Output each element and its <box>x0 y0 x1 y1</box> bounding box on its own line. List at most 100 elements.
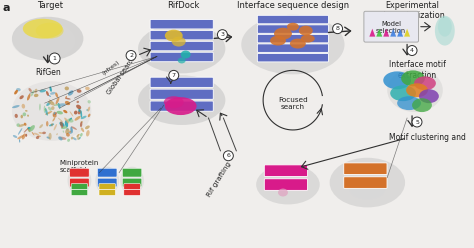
Ellipse shape <box>58 136 63 140</box>
Text: Model
selection: Model selection <box>376 21 406 34</box>
Ellipse shape <box>71 126 77 130</box>
Ellipse shape <box>53 114 56 118</box>
Ellipse shape <box>397 96 421 110</box>
Ellipse shape <box>81 121 83 123</box>
FancyBboxPatch shape <box>150 20 213 29</box>
Circle shape <box>126 51 136 61</box>
Ellipse shape <box>63 130 64 133</box>
Text: 5: 5 <box>415 120 419 124</box>
Ellipse shape <box>390 85 416 101</box>
Ellipse shape <box>349 180 385 199</box>
Ellipse shape <box>49 124 54 126</box>
Ellipse shape <box>58 103 66 106</box>
Ellipse shape <box>23 112 26 116</box>
Ellipse shape <box>12 22 75 60</box>
Text: RifDock: RifDock <box>167 1 200 10</box>
Ellipse shape <box>165 30 182 42</box>
Ellipse shape <box>12 17 83 61</box>
FancyBboxPatch shape <box>150 31 213 40</box>
Ellipse shape <box>49 99 55 104</box>
Ellipse shape <box>25 110 27 112</box>
Ellipse shape <box>387 68 443 112</box>
Ellipse shape <box>56 133 58 135</box>
Ellipse shape <box>77 89 82 93</box>
Ellipse shape <box>51 123 53 126</box>
Ellipse shape <box>290 39 306 49</box>
Ellipse shape <box>32 132 35 135</box>
Ellipse shape <box>64 87 69 90</box>
Ellipse shape <box>36 136 39 139</box>
Text: Motif clustering and: Motif clustering and <box>389 133 465 142</box>
FancyBboxPatch shape <box>257 34 328 43</box>
Ellipse shape <box>74 116 81 121</box>
Ellipse shape <box>85 87 90 90</box>
Ellipse shape <box>34 133 39 135</box>
Ellipse shape <box>39 132 43 134</box>
Ellipse shape <box>61 126 67 129</box>
Ellipse shape <box>138 75 225 125</box>
Text: 4: 4 <box>410 48 414 53</box>
Ellipse shape <box>50 92 55 95</box>
Ellipse shape <box>78 108 81 112</box>
Ellipse shape <box>172 37 186 47</box>
Ellipse shape <box>299 26 313 36</box>
Text: (nfres): (nfres) <box>101 59 120 76</box>
Ellipse shape <box>46 102 51 106</box>
Ellipse shape <box>95 167 119 194</box>
Polygon shape <box>397 29 403 37</box>
Polygon shape <box>369 29 375 37</box>
Ellipse shape <box>80 133 82 137</box>
Ellipse shape <box>34 89 37 93</box>
Ellipse shape <box>287 23 299 31</box>
Text: 1: 1 <box>53 56 56 61</box>
Ellipse shape <box>67 119 73 123</box>
Ellipse shape <box>178 58 186 63</box>
Ellipse shape <box>67 139 70 142</box>
Ellipse shape <box>19 139 20 143</box>
FancyBboxPatch shape <box>122 168 142 177</box>
Text: Focused
search: Focused search <box>278 97 308 110</box>
Ellipse shape <box>419 89 439 103</box>
Ellipse shape <box>34 94 38 97</box>
Ellipse shape <box>20 115 23 118</box>
Ellipse shape <box>46 136 50 139</box>
Ellipse shape <box>17 123 20 127</box>
Ellipse shape <box>301 35 315 43</box>
Text: 6: 6 <box>227 153 230 158</box>
Ellipse shape <box>329 158 405 207</box>
Polygon shape <box>390 29 396 37</box>
Ellipse shape <box>24 123 27 126</box>
Ellipse shape <box>67 167 91 194</box>
Ellipse shape <box>31 90 34 96</box>
FancyBboxPatch shape <box>99 189 116 195</box>
Ellipse shape <box>56 111 63 114</box>
FancyBboxPatch shape <box>122 178 142 187</box>
Ellipse shape <box>48 107 52 111</box>
Ellipse shape <box>69 131 71 133</box>
Ellipse shape <box>49 86 52 92</box>
Ellipse shape <box>138 24 225 73</box>
Text: Target: Target <box>36 1 63 10</box>
Ellipse shape <box>48 101 55 106</box>
Ellipse shape <box>48 95 51 97</box>
Ellipse shape <box>401 70 425 86</box>
FancyBboxPatch shape <box>98 168 117 177</box>
Text: a: a <box>3 3 10 13</box>
FancyBboxPatch shape <box>257 15 328 24</box>
Ellipse shape <box>65 120 68 127</box>
Ellipse shape <box>59 137 66 140</box>
Ellipse shape <box>53 112 56 116</box>
Text: RifGen: RifGen <box>35 68 61 77</box>
Ellipse shape <box>28 88 32 92</box>
Circle shape <box>333 24 343 34</box>
Circle shape <box>49 53 60 64</box>
Ellipse shape <box>412 98 432 112</box>
Ellipse shape <box>406 83 428 97</box>
FancyBboxPatch shape <box>99 184 116 189</box>
Circle shape <box>412 117 422 127</box>
FancyBboxPatch shape <box>344 177 387 188</box>
Ellipse shape <box>181 51 191 59</box>
Ellipse shape <box>65 128 69 134</box>
Ellipse shape <box>256 165 319 204</box>
Polygon shape <box>383 29 389 37</box>
